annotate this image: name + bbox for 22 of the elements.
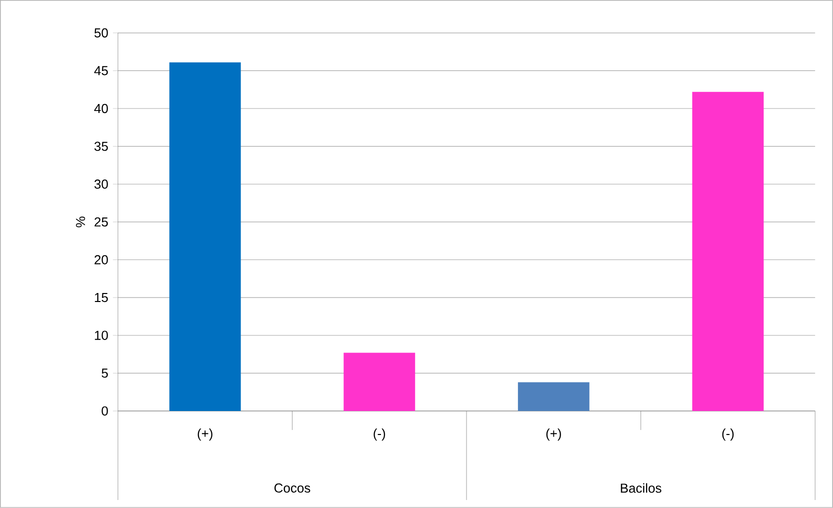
text: Bacilos bbox=[620, 483, 662, 493]
y-tick-label: 25 bbox=[94, 217, 108, 227]
x-tick-label: (+) bbox=[198, 428, 212, 441]
x-tick-label: (+) bbox=[546, 428, 561, 441]
x-tick-label: (-) bbox=[722, 428, 734, 441]
y-tick-label: 10 bbox=[94, 330, 108, 340]
bar bbox=[169, 62, 241, 412]
y-tick-label: 5 bbox=[102, 368, 108, 378]
text: Cocos bbox=[274, 483, 310, 493]
y-tick-label: 0 bbox=[102, 406, 108, 416]
y-tick-label: 50 bbox=[94, 28, 108, 38]
y-tick-label: 30 bbox=[94, 180, 108, 189]
bar bbox=[344, 352, 416, 412]
x-tick-label: (-) bbox=[374, 428, 386, 441]
y-tick-label: 20 bbox=[94, 255, 108, 264]
y-tick-label: 45 bbox=[94, 66, 108, 76]
y-tick-label: 40 bbox=[94, 104, 108, 114]
bar bbox=[692, 92, 764, 412]
bar bbox=[518, 382, 590, 412]
y-tick-label: 35 bbox=[94, 142, 108, 151]
y-axis-title: % bbox=[76, 216, 86, 228]
y-tick-label: 15 bbox=[94, 293, 108, 302]
